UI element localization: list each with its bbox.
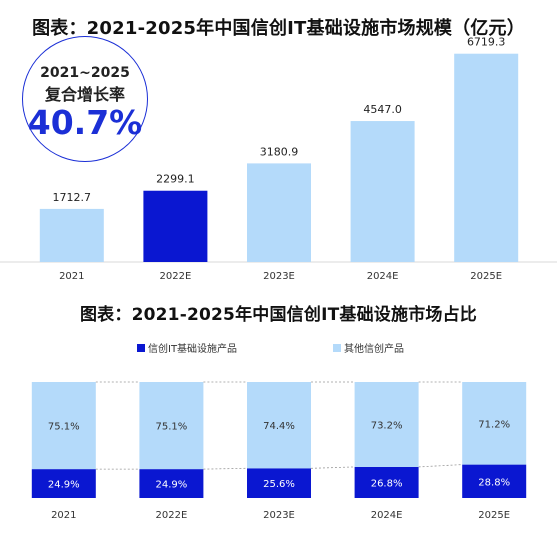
chart2-bar-other-2021 [31, 382, 96, 470]
chart1-tick-2025E: 2025E [470, 271, 502, 282]
chart2-label-other-2025E: 71.2% [478, 419, 510, 430]
legend-item-other: 其他信创产品 [333, 340, 404, 355]
market-size-chart: 1712.7 2021 2299.1 2022E 3180.9 2023E 4547.0 20… [0, 36, 557, 282]
chart2-bar-infra-2025E [462, 464, 527, 498]
chart2-label-infra-2021: 24.9% [48, 480, 80, 491]
chart2-label-other-2021: 75.1% [48, 422, 80, 433]
chart2-tick-2023E: 2023E [263, 510, 295, 521]
chart2-connector-mid-1 [203, 467, 248, 470]
chart2-label-other-2022E: 75.1% [156, 422, 188, 433]
chart2-bar-other-2023E [247, 382, 311, 469]
chart2-connector-mid-2 [310, 466, 355, 469]
chart1-bar-2023E [247, 163, 311, 262]
cagr-value: 40.7% [27, 103, 143, 142]
chart2-tick-2024E: 2024E [371, 510, 403, 521]
chart1-bar-2024E [350, 121, 415, 262]
chart2-tick-2021: 2021 [51, 510, 76, 521]
chart1-title: 图表：2021-2025年中国信创IT基础设施市场规模（亿元） [32, 18, 525, 39]
chart2-bar-other-2025E [462, 382, 527, 465]
chart2-tick-2025E: 2025E [478, 510, 510, 521]
chart1-bar-2022E [143, 190, 208, 262]
legend-label-other: 其他信创产品 [344, 344, 404, 355]
chart2-label-other-2023E: 74.4% [263, 421, 295, 432]
legend-label-infra: 信创IT基础设施产品 [148, 344, 238, 355]
chart2-bar-infra-2023E [247, 468, 311, 498]
chart1-value-label-2022E: 2299.1 [156, 173, 195, 186]
chart1-value-label-2023E: 3180.9 [260, 145, 299, 158]
chart1-value-label-2021: 1712.7 [53, 191, 92, 204]
chart2-label-infra-2023E: 25.6% [263, 479, 295, 490]
chart1-bar-2025E [454, 53, 519, 263]
chart2-connector-mid-3 [418, 464, 463, 468]
chart2-title: 图表：2021-2025年中国信创IT基础设施市场占比 [79, 305, 477, 325]
chart1-value-label-2025E: 6719.3 [467, 36, 506, 49]
chart2-label-infra-2022E: 24.9% [156, 480, 188, 491]
cagr-badge: 2021~2025 复合增长率 40.7% [22, 36, 148, 162]
chart2-bar-infra-2024E [354, 466, 419, 498]
chart1-tick-2022E: 2022E [160, 271, 192, 282]
chart2-bar-infra-2022E [139, 469, 204, 498]
legend-swatch-infra [137, 343, 145, 352]
chart1-tick-2024E: 2024E [367, 271, 399, 282]
cagr-period: 2021~2025 [40, 65, 130, 81]
chart1-bar-2021 [39, 208, 104, 262]
chart1-tick-2021: 2021 [59, 271, 84, 282]
chart2-bar-other-2022E [139, 382, 204, 470]
cagr-label: 复合增长率 [44, 85, 125, 104]
legend-item-infra: 信创IT基础设施产品 [137, 340, 237, 355]
chart2-label-other-2024E: 73.2% [371, 420, 403, 431]
chart2-bar-infra-2021 [31, 469, 96, 498]
chart2-label-infra-2024E: 26.8% [371, 478, 403, 489]
legend-swatch-other [333, 343, 341, 352]
chart1-tick-2023E: 2023E [263, 271, 295, 282]
chart2-label-infra-2025E: 28.8% [478, 477, 510, 488]
chart2-tick-2022E: 2022E [156, 510, 188, 521]
chart1-value-label-2024E: 4547.0 [363, 103, 402, 116]
chart2-bar-other-2024E [354, 382, 419, 467]
